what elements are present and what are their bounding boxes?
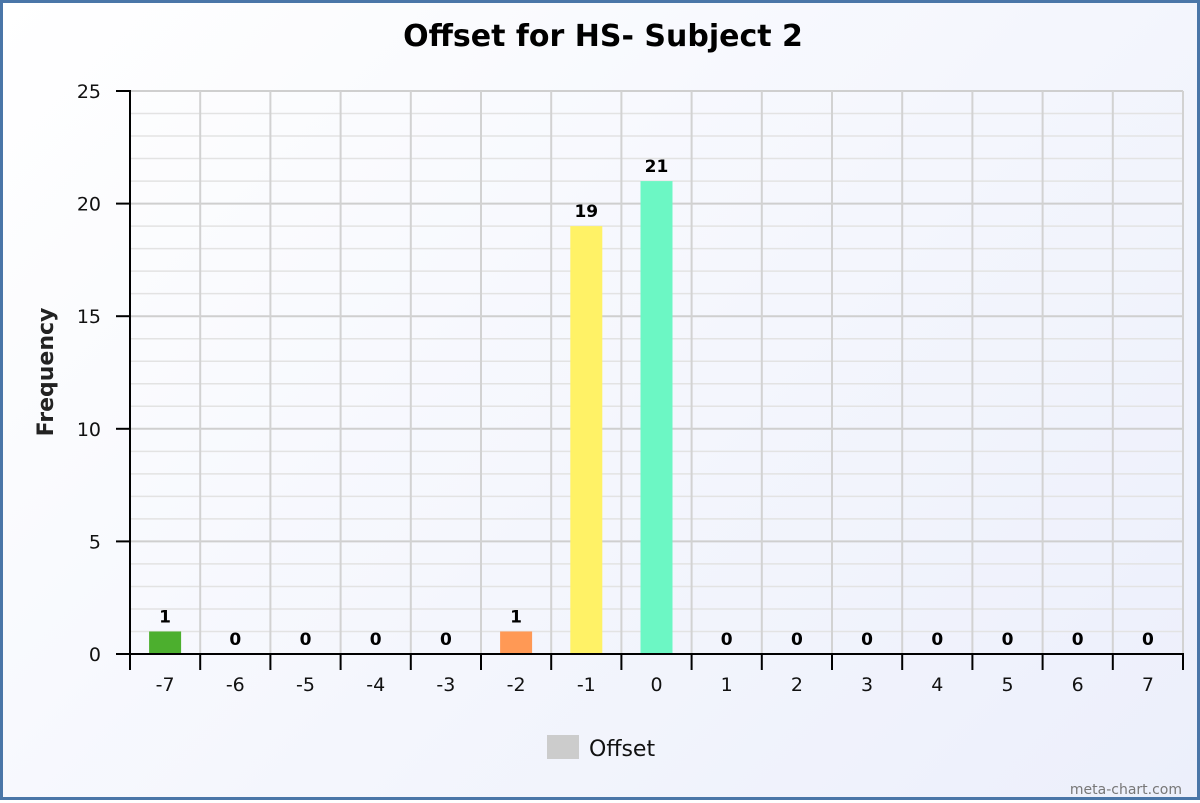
- x-tick-label: -5: [296, 674, 315, 696]
- legend: Offset: [547, 735, 655, 762]
- x-tick-label: -4: [366, 674, 385, 696]
- y-axis-label: Frequency: [34, 308, 59, 437]
- chart-title: Offset for HS- Subject 2: [403, 19, 803, 54]
- x-tick-label: 7: [1142, 674, 1154, 696]
- data-label--7: 1: [159, 607, 171, 627]
- x-tick-label: 5: [1001, 674, 1013, 696]
- y-tick-label: 15: [77, 306, 101, 328]
- data-label-7: 0: [1142, 630, 1154, 650]
- legend-swatch: [547, 735, 579, 759]
- data-label-5: 0: [1002, 630, 1014, 650]
- x-tick-label: 3: [861, 674, 873, 696]
- x-tick-label: 2: [791, 674, 803, 696]
- legend-label: Offset: [589, 737, 655, 762]
- y-tick-label: 10: [77, 419, 101, 441]
- bar--1: [570, 226, 603, 654]
- bars: [149, 181, 673, 654]
- bar--7: [149, 631, 182, 654]
- data-label-6: 0: [1072, 630, 1084, 650]
- bar-0: [640, 181, 673, 654]
- y-tick-label: 0: [89, 644, 101, 666]
- x-tick-label: 1: [721, 674, 733, 696]
- x-tick-label: -6: [226, 674, 245, 696]
- data-label-1: 0: [721, 630, 733, 650]
- y-tick-label: 25: [77, 81, 101, 103]
- x-tick-label: -2: [507, 674, 526, 696]
- data-label--4: 0: [370, 630, 382, 650]
- data-label-3: 0: [861, 630, 873, 650]
- x-tick-label: 6: [1072, 674, 1084, 696]
- data-label--2: 1: [510, 607, 522, 627]
- data-label-0: 21: [645, 157, 669, 177]
- axes: [116, 90, 1184, 670]
- x-tick-label: -3: [436, 674, 455, 696]
- data-label--6: 0: [229, 630, 241, 650]
- bar--2: [500, 631, 533, 654]
- x-tick-label: 0: [650, 674, 662, 696]
- data-label--3: 0: [440, 630, 452, 650]
- bar-chart: Offset for HS- Subject 2 Frequency 10 0 0 0…: [34, 19, 1184, 798]
- data-label--5: 0: [300, 630, 312, 650]
- data-label-4: 0: [931, 630, 943, 650]
- x-tick-label: -1: [577, 674, 596, 696]
- x-tick-label: -7: [156, 674, 175, 696]
- x-tick-label: 4: [931, 674, 943, 696]
- y-tick-label: 20: [77, 194, 101, 216]
- data-label-2: 0: [791, 630, 803, 650]
- credit-text: meta-chart.com: [1070, 782, 1182, 798]
- data-label--1: 19: [574, 202, 598, 222]
- y-tick-label: 5: [89, 531, 101, 553]
